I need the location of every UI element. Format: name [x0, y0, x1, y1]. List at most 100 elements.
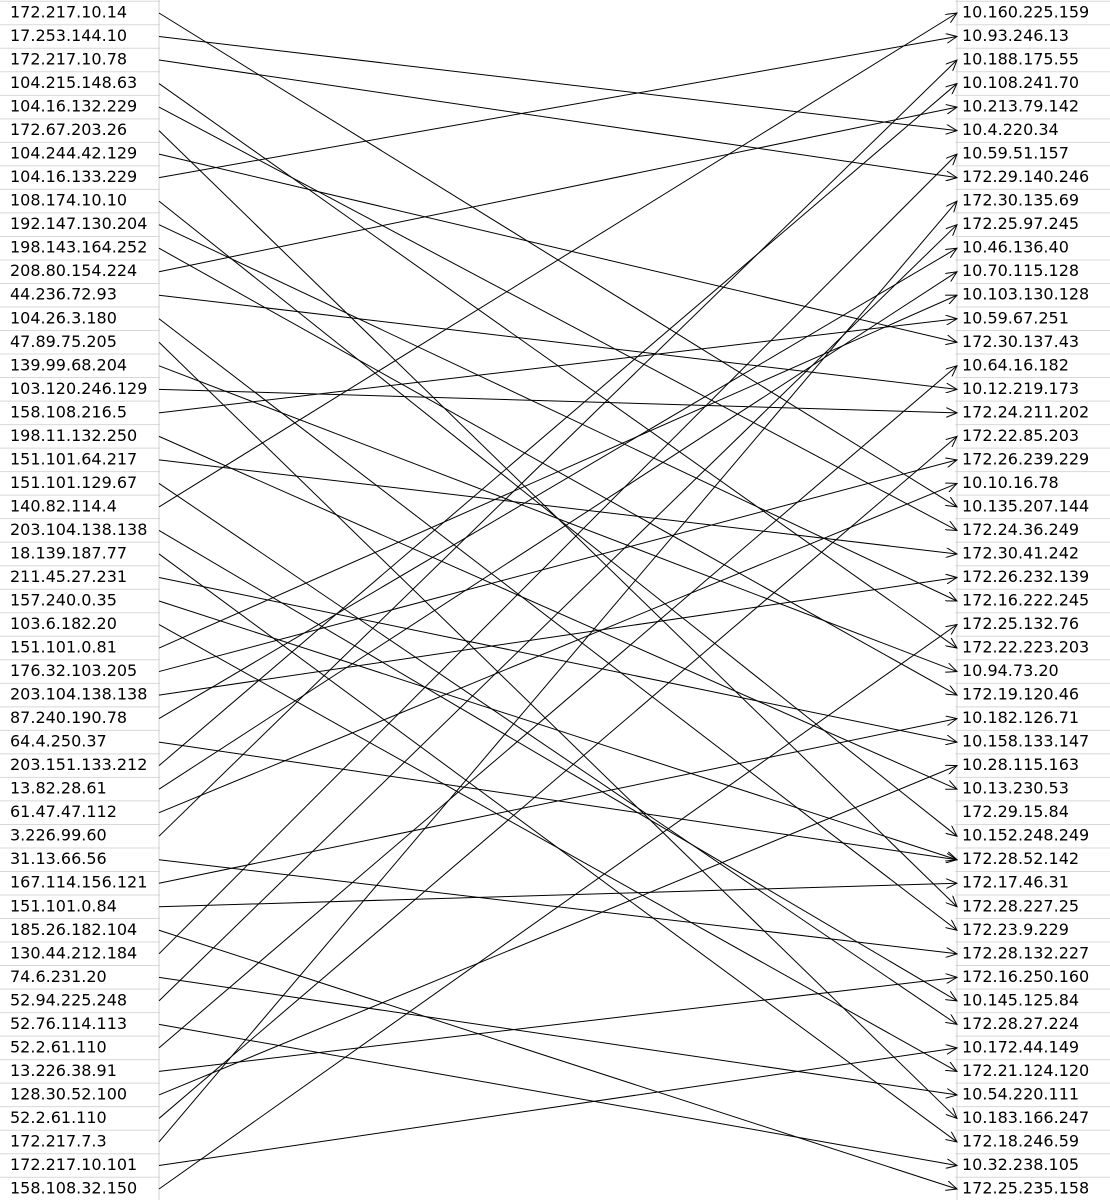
- destination-ip-label: 172.16.250.160: [962, 967, 1089, 986]
- destination-ip-label: 10.70.115.128: [962, 261, 1079, 280]
- source-ip-label: 104.16.133.229: [10, 167, 137, 186]
- destination-ip-label: 10.135.207.144: [962, 496, 1089, 515]
- destination-ip-label: 10.46.136.40: [962, 238, 1069, 257]
- source-ip-label: 31.13.66.56: [10, 849, 107, 868]
- source-ip-label: 52.76.114.113: [10, 1014, 127, 1033]
- destination-ip-label: 172.23.9.229: [962, 920, 1069, 939]
- destination-ip-label: 10.64.16.182: [962, 355, 1069, 374]
- source-ip-label: 151.101.129.67: [10, 473, 137, 492]
- source-ip-label: 44.236.72.93: [10, 285, 117, 304]
- connection-arrow: [158, 318, 957, 931]
- connection-arrow: [158, 60, 957, 837]
- connection-arrow: [158, 13, 957, 508]
- destination-ip-label: 10.108.241.70: [962, 73, 1079, 92]
- connection-arrow: [158, 37, 957, 179]
- source-ip-label: 13.82.28.61: [10, 779, 107, 798]
- connection-arrow: [158, 530, 957, 1000]
- source-ip-label: 74.6.231.20: [10, 967, 107, 986]
- source-ip-label: 172.67.203.26: [10, 120, 127, 139]
- source-ip-label: 158.108.216.5: [10, 402, 127, 421]
- source-ip-label: 172.217.7.3: [10, 1131, 107, 1150]
- destination-ip-label: 10.13.230.53: [962, 779, 1069, 798]
- connection-arrow: [158, 929, 957, 1189]
- connection-arrow: [158, 976, 957, 1095]
- connection-arrow: [158, 482, 957, 1024]
- destination-ip-label: 10.160.225.159: [962, 3, 1089, 22]
- connection-arrow: [158, 1048, 957, 1166]
- source-ip-label: 157.240.0.35: [10, 591, 117, 610]
- destination-ip-label: 10.145.125.84: [962, 990, 1079, 1009]
- source-ip-label: 203.104.138.138: [10, 685, 147, 704]
- source-ip-label: 104.244.42.129: [10, 144, 137, 163]
- source-ip-label: 176.32.103.205: [10, 661, 137, 680]
- source-ip-label: 151.101.64.217: [10, 449, 137, 468]
- source-ip-label: 140.82.114.4: [10, 496, 117, 515]
- destination-ip-label: 172.16.222.245: [962, 591, 1089, 610]
- destination-ip-label: 172.28.52.142: [962, 849, 1079, 868]
- destination-ip-label: 172.19.120.46: [962, 685, 1079, 704]
- destination-ip-label: 10.152.248.249: [962, 826, 1089, 845]
- connection-arrow: [158, 248, 957, 720]
- connection-arrow: [158, 483, 957, 814]
- destination-ip-label: 172.22.223.203: [962, 638, 1089, 657]
- source-ip-label: 172.217.10.14: [10, 3, 127, 22]
- destination-ip-label: 172.21.124.120: [962, 1061, 1089, 1080]
- source-ip-label: 108.174.10.10: [10, 191, 127, 210]
- connection-arrow: [158, 977, 957, 1072]
- destination-ip-label: 10.172.44.149: [962, 1037, 1079, 1056]
- destination-ip-label: 172.26.232.139: [962, 567, 1089, 586]
- destination-ip-label: 172.29.140.246: [962, 167, 1089, 186]
- connection-arrow: [158, 600, 957, 860]
- destination-ip-label: 172.30.137.43: [962, 332, 1079, 351]
- destination-ip-label: 172.24.36.249: [962, 520, 1079, 539]
- destination-ip-label: 172.30.135.69: [962, 191, 1079, 210]
- source-ip-label: 192.147.130.204: [10, 214, 147, 233]
- source-ip-label: 52.2.61.110: [10, 1037, 107, 1056]
- source-ip-label: 151.101.0.81: [10, 638, 117, 657]
- destination-ip-label: 10.183.166.247: [962, 1108, 1089, 1127]
- destination-ip-label: 10.10.16.78: [962, 473, 1059, 492]
- destination-ip-label: 10.182.126.71: [962, 708, 1079, 727]
- destination-ip-label: 172.28.227.25: [962, 896, 1079, 915]
- source-ip-label: 103.6.182.20: [10, 614, 117, 633]
- source-ip-label: 64.4.250.37: [10, 732, 107, 751]
- destination-ip-column: 10.160.225.159 10.93.246.13 10.188.175.55 1…: [962, 3, 1089, 1198]
- connection-arrow: [158, 272, 957, 790]
- source-ip-label: 104.16.132.229: [10, 97, 137, 116]
- destination-ip-label: 172.25.97.245: [962, 214, 1079, 233]
- source-ip-label: 13.226.38.91: [10, 1061, 117, 1080]
- destination-ip-label: 172.26.239.229: [962, 449, 1089, 468]
- destination-ip-label: 10.94.73.20: [962, 661, 1059, 680]
- connection-lines: [158, 13, 957, 1190]
- connection-arrow: [158, 59, 957, 178]
- source-ip-label: 172.217.10.101: [10, 1155, 137, 1174]
- source-ip-label: 87.240.190.78: [10, 708, 127, 727]
- destination-ip-label: 10.103.130.128: [962, 285, 1089, 304]
- destination-ip-label: 10.32.238.105: [962, 1155, 1079, 1174]
- source-ip-label: 198.11.132.250: [10, 426, 137, 445]
- connection-arrow: [158, 366, 957, 1049]
- connection-arrow: [158, 106, 957, 530]
- destination-ip-label: 10.59.67.251: [962, 308, 1069, 327]
- destination-ip-label: 172.29.15.84: [962, 802, 1069, 821]
- source-ip-label: 139.99.68.204: [10, 355, 127, 374]
- source-ip-label: 211.45.27.231: [10, 567, 127, 586]
- destination-ip-label: 10.93.246.13: [962, 26, 1069, 45]
- destination-ip-label: 10.188.175.55: [962, 50, 1079, 69]
- destination-ip-label: 10.28.115.163: [962, 755, 1079, 774]
- connection-arrow: [158, 766, 957, 1096]
- source-ip-label: 47.89.75.205: [10, 332, 117, 351]
- connection-arrow: [158, 625, 957, 1190]
- connection-arrow: [158, 201, 957, 1143]
- source-ip-label: 198.143.164.252: [10, 238, 147, 257]
- source-ip-label: 130.44.212.184: [10, 943, 137, 962]
- connection-arrow: [158, 36, 957, 131]
- destination-ip-label: 172.28.132.227: [962, 943, 1089, 962]
- source-ip-label: 151.101.0.84: [10, 896, 117, 915]
- source-ip-label: 208.80.154.224: [10, 261, 137, 280]
- source-ip-label: 167.114.156.121: [10, 873, 147, 892]
- connection-arrow: [158, 719, 957, 884]
- destination-ip-label: 172.18.246.59: [962, 1131, 1079, 1150]
- connection-arrow: [158, 154, 957, 955]
